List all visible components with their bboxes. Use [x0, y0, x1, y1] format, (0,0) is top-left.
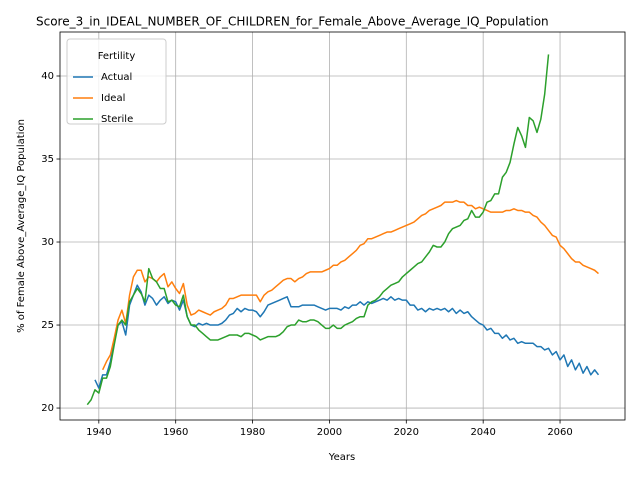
y-axis-label: % of Female Above_Average_IQ Population — [16, 119, 27, 333]
y-tick-label: 35 — [41, 154, 54, 165]
x-tick-label: 1980 — [240, 427, 265, 438]
legend-box — [66, 38, 167, 125]
x-tick-label: 2000 — [317, 427, 342, 438]
lines — [86, 54, 600, 406]
x-tick-label: 2040 — [470, 427, 495, 438]
series-line — [86, 54, 550, 406]
legend-label: Sterile — [101, 114, 133, 125]
y-tick-label: 20 — [41, 403, 54, 414]
legend-label: Ideal — [101, 93, 125, 104]
legend-title: Fertility — [98, 51, 136, 62]
series-line — [94, 284, 600, 389]
x-tick-label: 2060 — [547, 427, 572, 438]
y-tick-label: 25 — [41, 320, 54, 331]
y-tick-label: 40 — [41, 71, 54, 82]
chart-title: Score_3_in_IDEAL_NUMBER_OF_CHILDREN_for_… — [36, 15, 549, 29]
x-tick-label: 1940 — [86, 427, 111, 438]
legend: Fertility Actual Ideal Sterile — [66, 38, 167, 125]
x-tick-label: 1960 — [163, 427, 188, 438]
x-tick-label: 2020 — [394, 427, 419, 438]
legend-label: Actual — [101, 72, 132, 83]
y-tick-label: 30 — [41, 237, 54, 248]
series-line — [101, 199, 599, 371]
plot-frame — [59, 31, 626, 421]
x-axis-label: Years — [328, 452, 355, 463]
